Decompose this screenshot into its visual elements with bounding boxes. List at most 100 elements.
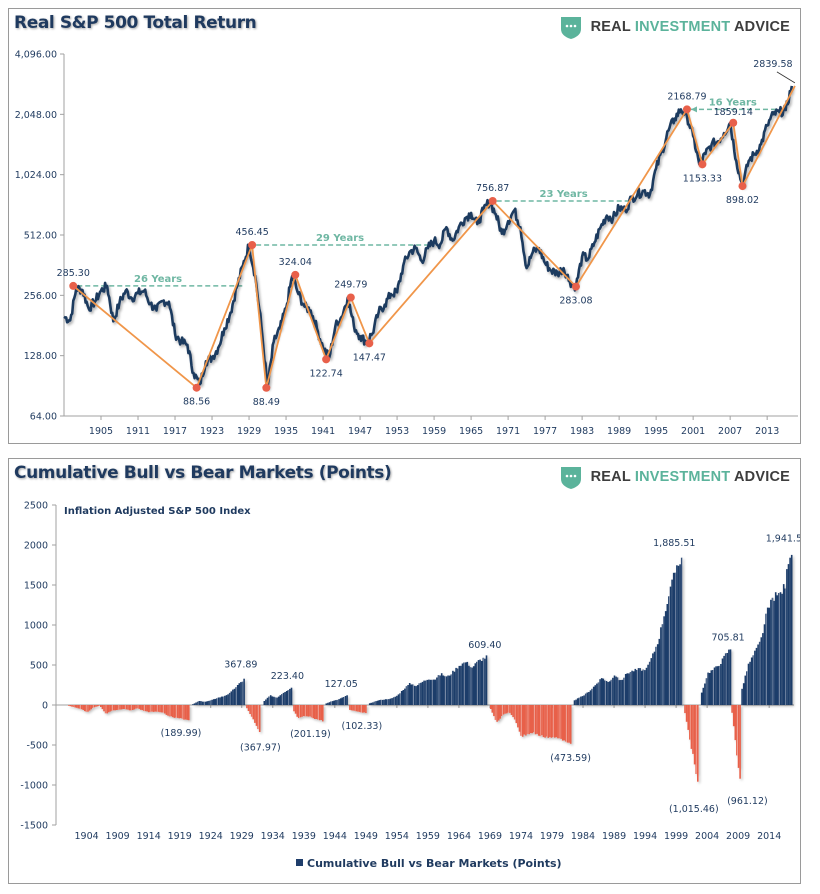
bear-bar: [350, 705, 353, 711]
bear-bar: [505, 705, 508, 714]
bear-bar: [314, 705, 316, 719]
bear-market-segment: [489, 705, 572, 782]
bull-bar: [268, 696, 270, 705]
bear-bar: [68, 705, 70, 706]
bear-bar: [537, 705, 540, 736]
recovery-period-label: 23 Years: [540, 189, 588, 200]
bear-bar: [247, 705, 250, 711]
bear-bar: [128, 705, 131, 711]
x-tick-label: 1905: [89, 426, 113, 437]
bear-bar: [544, 705, 546, 738]
bear-bar: [322, 705, 324, 722]
bear-bar: [109, 705, 112, 712]
shield-chat-icon: [560, 17, 581, 39]
data-label: 456.45: [236, 227, 269, 238]
turning-point-marker: [488, 196, 497, 205]
bull-bar: [708, 673, 711, 705]
bull-bar: [232, 689, 234, 705]
bull-bar: [671, 579, 673, 705]
x-tick-label: 1939: [292, 831, 316, 842]
data-label: (201.19): [290, 729, 331, 740]
bull-bar: [639, 668, 641, 705]
bull-bar: [476, 661, 478, 705]
bear-bar: [737, 705, 740, 768]
data-label: 367.89: [224, 660, 257, 671]
y-tick-label: 256.00: [24, 291, 57, 302]
bear-bar: [172, 705, 174, 718]
data-label: (1,015.46): [669, 804, 719, 815]
bear-bar: [72, 705, 75, 707]
bear-bar: [499, 705, 502, 719]
x-tick-label: 1969: [478, 831, 502, 842]
bull-bar: [224, 695, 226, 705]
bull-bar: [655, 646, 657, 705]
bull-bar: [584, 693, 587, 705]
x-tick-label: 1984: [571, 831, 595, 842]
bear-bar: [355, 705, 358, 712]
y-tick-label: -1500: [20, 821, 48, 832]
bear-bar: [178, 705, 180, 719]
brand-name-part1: REAL: [590, 469, 635, 485]
turning-point-marker: [698, 160, 707, 169]
bull-bar: [660, 627, 662, 705]
bear-bar: [103, 705, 105, 712]
bear-bar: [184, 705, 187, 720]
bull-bar: [284, 692, 286, 705]
bull-bar: [779, 592, 782, 705]
bear-bar: [90, 705, 92, 710]
bull-bar: [453, 671, 456, 705]
bear-bar: [249, 705, 251, 714]
brand-name-part2: INVESTMENT: [634, 19, 731, 35]
bull-bar: [458, 665, 461, 705]
bear-bar: [536, 705, 538, 734]
bear-bar: [250, 705, 253, 717]
arrow-head-icon: [690, 106, 697, 113]
y-tick-label: 0: [42, 701, 48, 712]
bull-bar: [616, 677, 619, 705]
bull-bar: [597, 682, 600, 705]
bull-bar: [431, 679, 433, 705]
bear-bar: [87, 705, 89, 712]
bull-bar: [273, 696, 275, 705]
bull-bar: [370, 702, 373, 705]
x-tick-label: 1995: [644, 426, 668, 437]
bear-bar: [141, 705, 144, 711]
bull-bar: [439, 675, 441, 705]
bear-bar: [135, 705, 137, 709]
chart-subtitle: Inflation Adjusted S&P 500 Index: [64, 506, 251, 517]
turning-point-marker: [248, 240, 257, 249]
bear-bar: [734, 705, 737, 741]
bear-market-segment: [293, 705, 324, 782]
bull-bar: [400, 691, 403, 705]
real-sp500-total-return-panel: Real S&P 500 Total Return REAL INVESTMEN…: [8, 8, 801, 444]
bull-bar: [460, 665, 462, 705]
bull-bar: [399, 693, 401, 705]
bull-bar: [746, 671, 748, 705]
x-tick-label: 1929: [237, 426, 261, 437]
data-label: 2839.58: [753, 59, 792, 70]
bull-bar: [653, 651, 656, 705]
bull-bar: [623, 677, 625, 705]
x-tick-label: 1964: [447, 831, 471, 842]
bull-bar: [624, 674, 627, 705]
x-tick-label: 1923: [200, 426, 224, 437]
bull-bar: [591, 688, 593, 705]
bull-bar: [664, 611, 667, 705]
legend-swatch: [296, 859, 303, 866]
bear-bar: [307, 705, 310, 717]
turning-point-marker: [571, 282, 580, 291]
bull-bar: [455, 667, 457, 705]
line-chart: 4,096.00 2,048.00 1,024.00 512.00 256.00 128.…: [15, 50, 798, 437]
bear-bar: [76, 705, 78, 708]
bull-bar: [394, 696, 397, 705]
bull-bar: [416, 685, 419, 705]
bear-bar: [167, 705, 169, 716]
bear-bar: [88, 705, 91, 711]
y-tick-label: 2500: [24, 501, 48, 512]
x-tick-label: 1979: [540, 831, 564, 842]
bull-bar: [586, 692, 589, 705]
bear-bar: [74, 705, 76, 708]
bull-bar: [668, 596, 670, 705]
data-label: 756.87: [476, 183, 509, 194]
y-tick-label: -1000: [20, 781, 48, 792]
